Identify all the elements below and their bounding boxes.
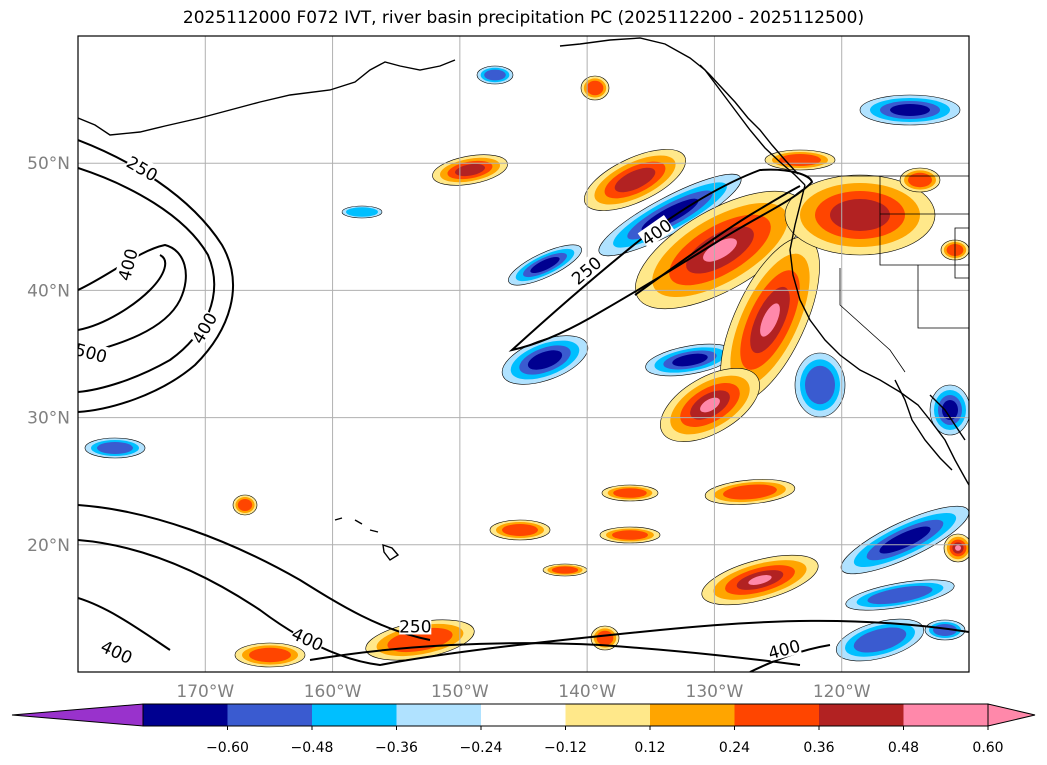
- contour-label-bg: [124, 152, 161, 184]
- precip-region: [614, 167, 656, 193]
- lon-tick-label: 160°W: [304, 682, 362, 702]
- precip-region: [502, 524, 538, 536]
- precip-region: [703, 238, 737, 262]
- lon-tick-label: 120°W: [813, 682, 871, 702]
- contour-label: 500: [78, 339, 110, 368]
- precip-region: [97, 442, 133, 454]
- precip-region: [596, 630, 614, 646]
- hawaii-islands: [334, 517, 400, 561]
- precip-region: [955, 545, 961, 551]
- colorbar-tick-label: 0.48: [888, 740, 919, 756]
- colorbar-segment: [903, 704, 989, 726]
- colorbar-tick-label: 0.12: [634, 740, 665, 756]
- precip-region: [890, 104, 930, 116]
- colorbar-over-extension: [987, 703, 1036, 727]
- contour-label-bg: [289, 623, 327, 654]
- lon-tick-label: 130°W: [686, 682, 744, 702]
- contour-label: 250: [399, 616, 432, 637]
- precip-region: [700, 397, 720, 413]
- precip-region: [613, 488, 647, 498]
- ivt-contour-400-ar: [634, 185, 801, 296]
- lat-tick-label: 20°N: [27, 536, 70, 556]
- colorbar-segment: [312, 704, 397, 726]
- ivt-contour-400-south-lower: [78, 597, 801, 666]
- contour-label-bg: [78, 339, 110, 365]
- precip-region: [867, 585, 933, 605]
- coastlines: [78, 37, 969, 561]
- precip-region: [879, 526, 931, 554]
- precip-region: [723, 484, 777, 500]
- colorbar-segment: [650, 704, 735, 726]
- ivt-contour-400-south: [78, 504, 431, 641]
- precip-region: [853, 627, 907, 653]
- colorbar-tick-label: −0.36: [375, 740, 418, 756]
- colorbar-segment: [227, 704, 313, 726]
- precip-region: [805, 365, 835, 405]
- gridlines: [78, 36, 969, 672]
- precip-region: [346, 207, 378, 217]
- colorbar-segment: [481, 704, 566, 726]
- coastline-alaska: [78, 37, 806, 186]
- colorbar-tick-label: −0.60: [206, 740, 249, 756]
- colorbar-segment: [734, 704, 820, 726]
- colorbar-under-extension: [11, 703, 144, 727]
- precipitation-pc-field: [84, 65, 969, 668]
- colorbar: −0.60 −0.48 −0.36 −0.24 −0.12 0.12 0.24 0.36 0.4…: [11, 703, 1036, 756]
- colorbar-tick-label: −0.48: [291, 740, 334, 756]
- precip-region: [672, 353, 708, 367]
- colorbar-tick-label: −0.24: [460, 740, 503, 756]
- colorbar-tick-label: −0.12: [544, 740, 587, 756]
- lat-tick-label: 30°N: [27, 409, 70, 429]
- coastline-bc-panhandle: [699, 64, 799, 175]
- colorbar-tick-label: 0.24: [719, 740, 750, 756]
- contour-label-bg: [567, 252, 604, 287]
- colorbar-tick-label: 0.36: [803, 740, 834, 756]
- lat-tick-label: 40°N: [27, 281, 70, 301]
- contour-label-bg: [766, 635, 802, 662]
- contour-label-bg: [399, 616, 432, 635]
- precip-region: [586, 80, 604, 96]
- precip-region: [527, 350, 563, 370]
- precip-region: [551, 566, 579, 574]
- precip-region: [942, 400, 958, 420]
- colorbar-tick-label: 0.60: [972, 740, 1003, 756]
- precip-region: [530, 256, 560, 274]
- precip-region: [612, 530, 648, 540]
- lon-tick-label: 140°W: [558, 682, 616, 702]
- colorbar-segment: [819, 704, 904, 726]
- colorbar-segment: [143, 704, 228, 726]
- colorbar-segment: [396, 704, 482, 726]
- state-borders: [807, 175, 969, 373]
- coastline-west-coast: [789, 184, 969, 486]
- precip-region: [454, 163, 486, 177]
- contour-label-bg: [187, 309, 220, 346]
- precip-region: [760, 303, 780, 337]
- coastline-baja: [894, 379, 966, 471]
- lon-tick-label: 150°W: [431, 682, 489, 702]
- contour-label-bg: [98, 636, 136, 667]
- colorbar-segment: [565, 704, 651, 726]
- precip-region: [748, 575, 772, 585]
- precip-region: [830, 199, 890, 231]
- precip-region: [908, 172, 932, 188]
- precip-region: [484, 69, 506, 81]
- precip-region: [249, 647, 291, 663]
- map-frame: [77, 35, 970, 673]
- precip-region: [237, 499, 253, 511]
- contour-label-bg: [637, 214, 675, 249]
- axis-tick-labels: 170°W 160°W 150°W 140°W 130°W 120°W 50°N 40°N 30…: [27, 154, 871, 702]
- lat-tick-label: 50°N: [27, 154, 70, 174]
- lon-tick-label: 170°W: [176, 682, 234, 702]
- ivt-contour-400-west-outer: [78, 167, 216, 393]
- contour-label-text: 250: [399, 617, 431, 637]
- ivt-contour-250-south: [78, 539, 969, 667]
- contour-label-bg: [114, 246, 140, 283]
- chart-title: 2025112000 F072 IVT, river basin precipi…: [182, 8, 865, 28]
- ivt-contour-500-west: [78, 254, 167, 331]
- ivt-contour-250-ar: [508, 168, 814, 352]
